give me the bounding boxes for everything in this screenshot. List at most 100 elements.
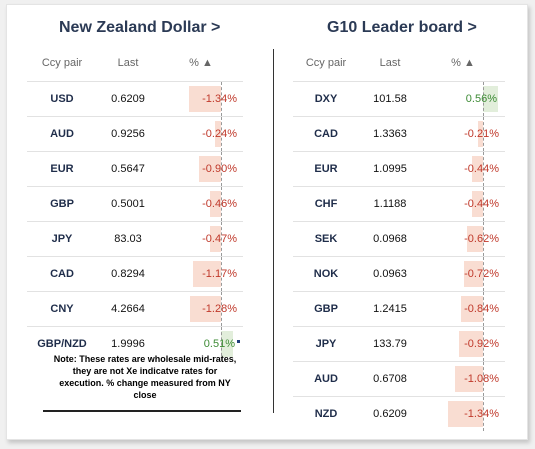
g10-panel-title[interactable]: G10 Leader board > [327, 19, 477, 36]
ccy-pair-cell: CAD [293, 116, 359, 152]
pct-change-cell: -1.17% [159, 256, 243, 292]
header-last[interactable]: Last [379, 57, 401, 69]
header-ccy-pair[interactable]: Ccy pair [41, 57, 83, 69]
negative-change-bar [190, 296, 221, 322]
nzd-rates-table: Ccy pair Last % ▲ USD 0.6209 -1.34% AUD 0.92… [27, 45, 243, 361]
pct-change-value: -1.34% [202, 93, 237, 105]
header-pct-change[interactable]: % ▲ [189, 57, 213, 69]
table-row[interactable]: GBP 1.2415 -0.84% [293, 291, 505, 327]
last-rate-cell: 0.6708 [359, 361, 421, 397]
last-rate-cell: 0.5647 [97, 151, 159, 187]
pct-change-cell: -0.44% [421, 151, 505, 187]
resize-handle-icon [237, 340, 240, 343]
zero-baseline [483, 362, 484, 396]
pct-change-value: -1.17% [202, 268, 237, 280]
pct-change-value: 0.56% [465, 93, 497, 105]
pct-change-value: -1.28% [202, 303, 237, 315]
ccy-pair-cell: CNY [27, 291, 97, 327]
ccy-pair-cell: JPY [293, 326, 359, 362]
negative-change-bar [454, 366, 483, 392]
zero-baseline [221, 222, 222, 256]
table-row[interactable]: EUR 1.0995 -0.44% [293, 151, 505, 187]
table-row[interactable]: AUD 0.9256 -0.24% [27, 116, 243, 152]
zero-baseline [483, 257, 484, 291]
ccy-pair-cell: EUR [293, 151, 359, 187]
table-row[interactable]: CNY 4.2664 -1.28% [27, 291, 243, 327]
nzd-panel-title[interactable]: New Zealand Dollar > [59, 19, 221, 36]
pct-change-value: -0.90% [202, 163, 237, 175]
ccy-pair-cell: AUD [293, 361, 359, 397]
zero-baseline [221, 292, 222, 326]
table-row[interactable]: CAD 1.3363 -0.21% [293, 116, 505, 152]
table-row[interactable]: NZD 0.6209 -1.34% [293, 396, 505, 431]
table-row[interactable]: JPY 133.79 -0.92% [293, 326, 505, 362]
zero-baseline [483, 222, 484, 256]
pct-change-value: -0.21% [464, 128, 499, 140]
table-row[interactable]: NOK 0.0963 -0.72% [293, 256, 505, 292]
table-row[interactable]: GBP 0.5001 -0.46% [27, 186, 243, 222]
zero-baseline [221, 152, 222, 186]
negative-change-bar [471, 156, 483, 182]
negative-change-bar [459, 331, 483, 357]
zero-baseline [221, 82, 222, 116]
negative-change-bar [464, 261, 483, 287]
zero-baseline [483, 397, 484, 431]
pct-change-cell: -0.72% [421, 256, 505, 292]
pct-change-cell: 0.51% [159, 326, 243, 361]
table-row[interactable]: EUR 0.5647 -0.90% [27, 151, 243, 187]
last-rate-cell: 0.0963 [359, 256, 421, 292]
header-pct-change[interactable]: % ▲ [451, 57, 475, 69]
table-row[interactable]: AUD 0.6708 -1.08% [293, 361, 505, 397]
header-last[interactable]: Last [117, 57, 139, 69]
table-row[interactable]: CHF 1.1188 -0.44% [293, 186, 505, 222]
table-row[interactable]: USD 0.6209 -1.34% [27, 81, 243, 117]
pct-change-cell: -0.92% [421, 326, 505, 362]
table-row[interactable]: DXY 101.58 0.56% [293, 81, 505, 117]
pct-change-value: -0.62% [464, 233, 499, 245]
header-ccy-pair[interactable]: Ccy pair [305, 57, 347, 69]
ccy-pair-cell: AUD [27, 116, 97, 152]
zero-baseline [483, 82, 484, 116]
zero-baseline [221, 257, 222, 291]
negative-change-bar [188, 86, 221, 112]
pct-change-value: -0.24% [202, 128, 237, 140]
zero-baseline [483, 187, 484, 221]
negative-change-bar [466, 226, 483, 252]
last-rate-cell: 0.8294 [97, 256, 159, 292]
pct-change-cell: -0.46% [159, 186, 243, 222]
pct-change-cell: -1.28% [159, 291, 243, 327]
pct-change-value: -1.08% [464, 373, 499, 385]
zero-baseline [221, 187, 222, 221]
ccy-pair-cell: DXY [293, 81, 359, 117]
pct-change-cell: -0.21% [421, 116, 505, 152]
pct-change-value: -0.46% [202, 198, 237, 210]
zero-baseline [483, 327, 484, 361]
ccy-pair-cell: USD [27, 81, 97, 117]
pct-change-cell: -0.84% [421, 291, 505, 327]
last-rate-cell: 133.79 [359, 326, 421, 362]
ccy-pair-cell: SEK [293, 221, 359, 257]
pct-change-value: -0.84% [464, 303, 499, 315]
pct-change-cell: -0.24% [159, 116, 243, 152]
zero-baseline [221, 327, 222, 361]
pct-change-value: -0.44% [464, 163, 499, 175]
ccy-pair-cell: GBP [27, 186, 97, 222]
table-row[interactable]: GBP/NZD 1.9996 0.51% [27, 326, 243, 361]
pct-change-cell: -0.47% [159, 221, 243, 257]
negative-change-bar [209, 226, 221, 252]
ccy-pair-cell: NZD [293, 396, 359, 431]
table-row[interactable]: CAD 0.8294 -1.17% [27, 256, 243, 292]
last-rate-cell: 0.9256 [97, 116, 159, 152]
pct-change-cell: -1.08% [421, 361, 505, 397]
pct-change-cell: 0.56% [421, 81, 505, 117]
table-row[interactable]: SEK 0.0968 -0.62% [293, 221, 505, 257]
ccy-pair-cell: NOK [293, 256, 359, 292]
pct-change-value: -0.92% [464, 338, 499, 350]
rates-widget: New Zealand Dollar > G10 Leader board > … [6, 4, 528, 440]
ccy-pair-cell: JPY [27, 221, 97, 257]
negative-change-bar [209, 191, 221, 217]
last-rate-cell: 0.6209 [359, 396, 421, 431]
negative-change-bar [192, 261, 221, 287]
table-row[interactable]: JPY 83.03 -0.47% [27, 221, 243, 257]
last-rate-cell: 1.1188 [359, 186, 421, 222]
